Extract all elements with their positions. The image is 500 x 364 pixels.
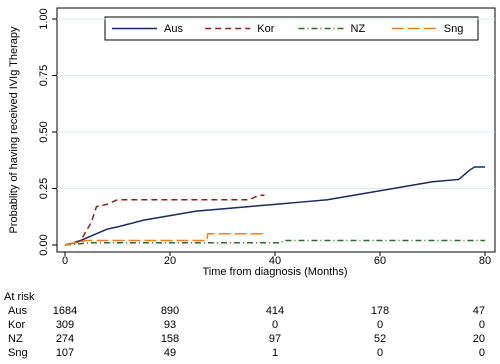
legend-label: Kor [257, 23, 274, 35]
at-risk-value: 414 [266, 305, 284, 317]
series-line [64, 194, 265, 246]
legend-label: Sng [444, 23, 464, 35]
at-risk-value: 309 [56, 319, 74, 331]
at-risk-value: 52 [374, 333, 386, 345]
y-tick-label: 0.25 [38, 178, 50, 199]
legend-label: Aus [164, 23, 183, 35]
legend-box [104, 16, 479, 41]
at-risk-value: 49 [164, 347, 176, 359]
at-risk-name: NZ [8, 333, 23, 345]
y-tick-label: 1.00 [38, 8, 50, 29]
at-risk-title: At risk [4, 291, 35, 303]
at-risk-name: Aus [8, 305, 27, 317]
y-axis-label: Probablity of having received IVIg Thera… [8, 26, 20, 234]
series-line [64, 239, 485, 246]
at-risk-value: 158 [161, 333, 179, 345]
at-risk-value: 0 [479, 319, 485, 331]
series-line [64, 166, 485, 246]
at-risk-value: 890 [161, 305, 179, 317]
at-risk-value: 1684 [53, 305, 77, 317]
x-axis-label: Time from diagnosis (Months) [202, 266, 347, 278]
y-tick-label: 0.00 [38, 234, 50, 255]
at-risk-value: 0 [272, 319, 278, 331]
at-risk-value: 47 [473, 305, 485, 317]
at-risk-value: 0 [377, 347, 383, 359]
at-risk-value: 20 [473, 333, 485, 345]
at-risk-value: 0 [479, 347, 485, 359]
at-risk-value: 274 [56, 333, 74, 345]
y-tick-label: 0.50 [38, 121, 50, 142]
plot-frame [56, 7, 496, 253]
legend-label: NZ [351, 23, 366, 35]
x-tick-label: 20 [164, 255, 176, 267]
x-tick-label: 60 [374, 255, 386, 267]
at-risk-name: Sng [8, 347, 28, 359]
at-risk-value: 0 [377, 319, 383, 331]
x-tick-label: 40 [269, 255, 281, 267]
at-risk-name: Kor [8, 319, 25, 331]
at-risk-value: 93 [164, 319, 176, 331]
at-risk-value: 1 [272, 347, 278, 359]
y-tick-label: 0.75 [38, 65, 50, 86]
x-tick-label: 80 [479, 255, 491, 267]
series-line [64, 232, 265, 246]
x-tick-label: 0 [62, 255, 68, 267]
at-risk-value: 107 [56, 347, 74, 359]
at-risk-value: 178 [371, 305, 389, 317]
at-risk-value: 97 [269, 333, 281, 345]
